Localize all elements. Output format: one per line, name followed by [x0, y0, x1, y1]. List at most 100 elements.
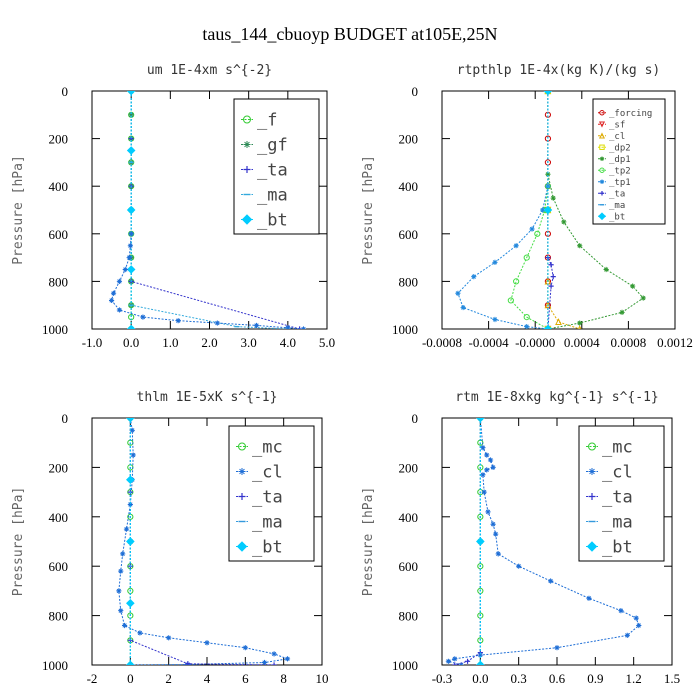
series-cl-point [480, 472, 486, 478]
series-bt-point [476, 418, 485, 423]
series-cl-point [120, 551, 126, 557]
series-cl-point [121, 622, 128, 629]
series-cl-line [547, 91, 580, 329]
chart-panel-1: um 1E-4xm s^{-2} Pressure [hPa] -1.0 0.0 1.0… [11, 63, 335, 350]
legend-marker [598, 121, 606, 128]
legend-label: _cl [609, 132, 625, 142]
series-cl-point [130, 452, 136, 458]
chart-panel-2: rtpthlp 1E-4x(kg K)/(kg s) Pressure [hPa]… [361, 63, 693, 350]
legend: _mc _cl _ta _ma _bt [578, 425, 665, 562]
legend-label: _tp1 [609, 178, 631, 188]
y-tick-label: 800 [399, 609, 419, 624]
x-tick-label: 2 [165, 671, 172, 686]
panel-title: thlm 1E-5xK s^{-1} [137, 390, 278, 405]
series-ta-point [464, 658, 471, 664]
series-unlabeled-5-point [214, 320, 220, 326]
series-cl-point [480, 445, 486, 451]
legend-marker [599, 191, 605, 196]
legend-marker [598, 132, 606, 139]
legend-marker [238, 468, 246, 475]
x-tick-label: 1.5 [664, 671, 680, 686]
y-axis-label: Pressure [hPa] [361, 487, 376, 597]
series-tp2-point [507, 297, 514, 304]
y-tick-label: 1000 [392, 322, 418, 337]
y-tick-label: 800 [399, 274, 419, 289]
x-tick-label: 4 [204, 671, 211, 686]
series-cl-point [495, 551, 501, 557]
x-tick-label: 0.0012 [657, 335, 693, 350]
x-tick-label: 1.2 [626, 671, 642, 686]
series-cl-point [166, 635, 172, 641]
series-tp2-line [510, 186, 549, 329]
y-tick-label: 600 [49, 227, 69, 242]
y-tick-label: 400 [49, 179, 69, 194]
y-tick-label: 200 [399, 132, 419, 147]
y-tick-label: 600 [49, 559, 69, 574]
x-tick-label: 6 [242, 671, 249, 686]
series-cl-point [118, 608, 124, 614]
legend-label: _ta [602, 487, 633, 507]
legend-label: _dp1 [609, 155, 631, 165]
x-tick-label: -0.0008 [422, 335, 462, 350]
chart-panel-4: rtm 1E-8xkg kg^{-1} s^{-1} Pressure [hPa]… [361, 390, 680, 686]
legend-label: _sf [609, 120, 625, 130]
legend-label: _dp2 [609, 143, 631, 153]
series-dp1-point [545, 171, 551, 177]
x-tick-label: 5.0 [319, 335, 335, 350]
series-cl-point [624, 632, 630, 638]
x-tick-label: 1.0 [162, 335, 178, 350]
series-cl-point [116, 588, 122, 594]
series-ta-point [550, 274, 556, 280]
legend-marker [599, 167, 605, 173]
x-tick-label: -0.0004 [469, 335, 510, 350]
series-cl-point [204, 640, 210, 646]
y-tick-label: 400 [399, 510, 419, 525]
legend-marker [238, 493, 246, 500]
series-bt-point [126, 537, 135, 546]
y-tick-label: 0 [62, 84, 69, 99]
legend: _forcing_sf _cl_dp2 _dp1_tp2 _tp1_ta _ma_bt [592, 98, 666, 225]
legend: _f _gf _ta _ma _bt [233, 98, 320, 235]
x-tick-label: -0.3 [432, 671, 453, 686]
x-tick-label: 0.0008 [611, 335, 647, 350]
series-cl-point [490, 464, 496, 470]
series-tp1-point [492, 259, 498, 265]
legend-box [578, 425, 665, 562]
y-tick-label: 0 [62, 411, 69, 426]
legend-marker [588, 493, 596, 500]
series-unlabeled-5-point [116, 307, 123, 313]
x-tick-label: 10 [316, 671, 329, 686]
series-cl-point [137, 630, 143, 636]
series-unlabeled-5-point [110, 290, 117, 296]
series-unlabeled-5-line [111, 233, 304, 329]
series-cl-line [118, 418, 290, 665]
series-ta-point [271, 662, 277, 665]
legend-label: _cl [602, 462, 633, 482]
legend-marker [599, 110, 605, 116]
series-cl-point [123, 526, 130, 532]
legend-label: _ma [257, 185, 288, 205]
legend-label: _bt [602, 537, 633, 557]
series-cl-point [118, 568, 124, 574]
legend-label: _ta [257, 160, 288, 180]
series-unlabeled-5-point [175, 318, 181, 324]
series-cl-point [242, 645, 248, 651]
series-bt-point [126, 418, 135, 423]
y-tick-label: 400 [49, 510, 69, 525]
series-group [116, 418, 291, 665]
series-bt-point [476, 537, 485, 546]
series-tp1-point [455, 290, 461, 296]
series-cl-point [618, 608, 624, 614]
x-tick-label: 3.0 [241, 335, 257, 350]
series-dp1-point [630, 283, 636, 289]
series-cl-point [493, 531, 499, 537]
y-tick-label: 0 [412, 84, 419, 99]
legend-label: _mc [602, 437, 633, 457]
series-dp1-point [640, 295, 646, 301]
series-cl-point [271, 651, 277, 657]
x-tick-label: -1.0 [82, 335, 103, 350]
series-unlabeled-5-point [108, 297, 115, 304]
legend-marker [599, 156, 605, 161]
legend-box [592, 98, 666, 225]
series-bt-point [126, 265, 136, 274]
